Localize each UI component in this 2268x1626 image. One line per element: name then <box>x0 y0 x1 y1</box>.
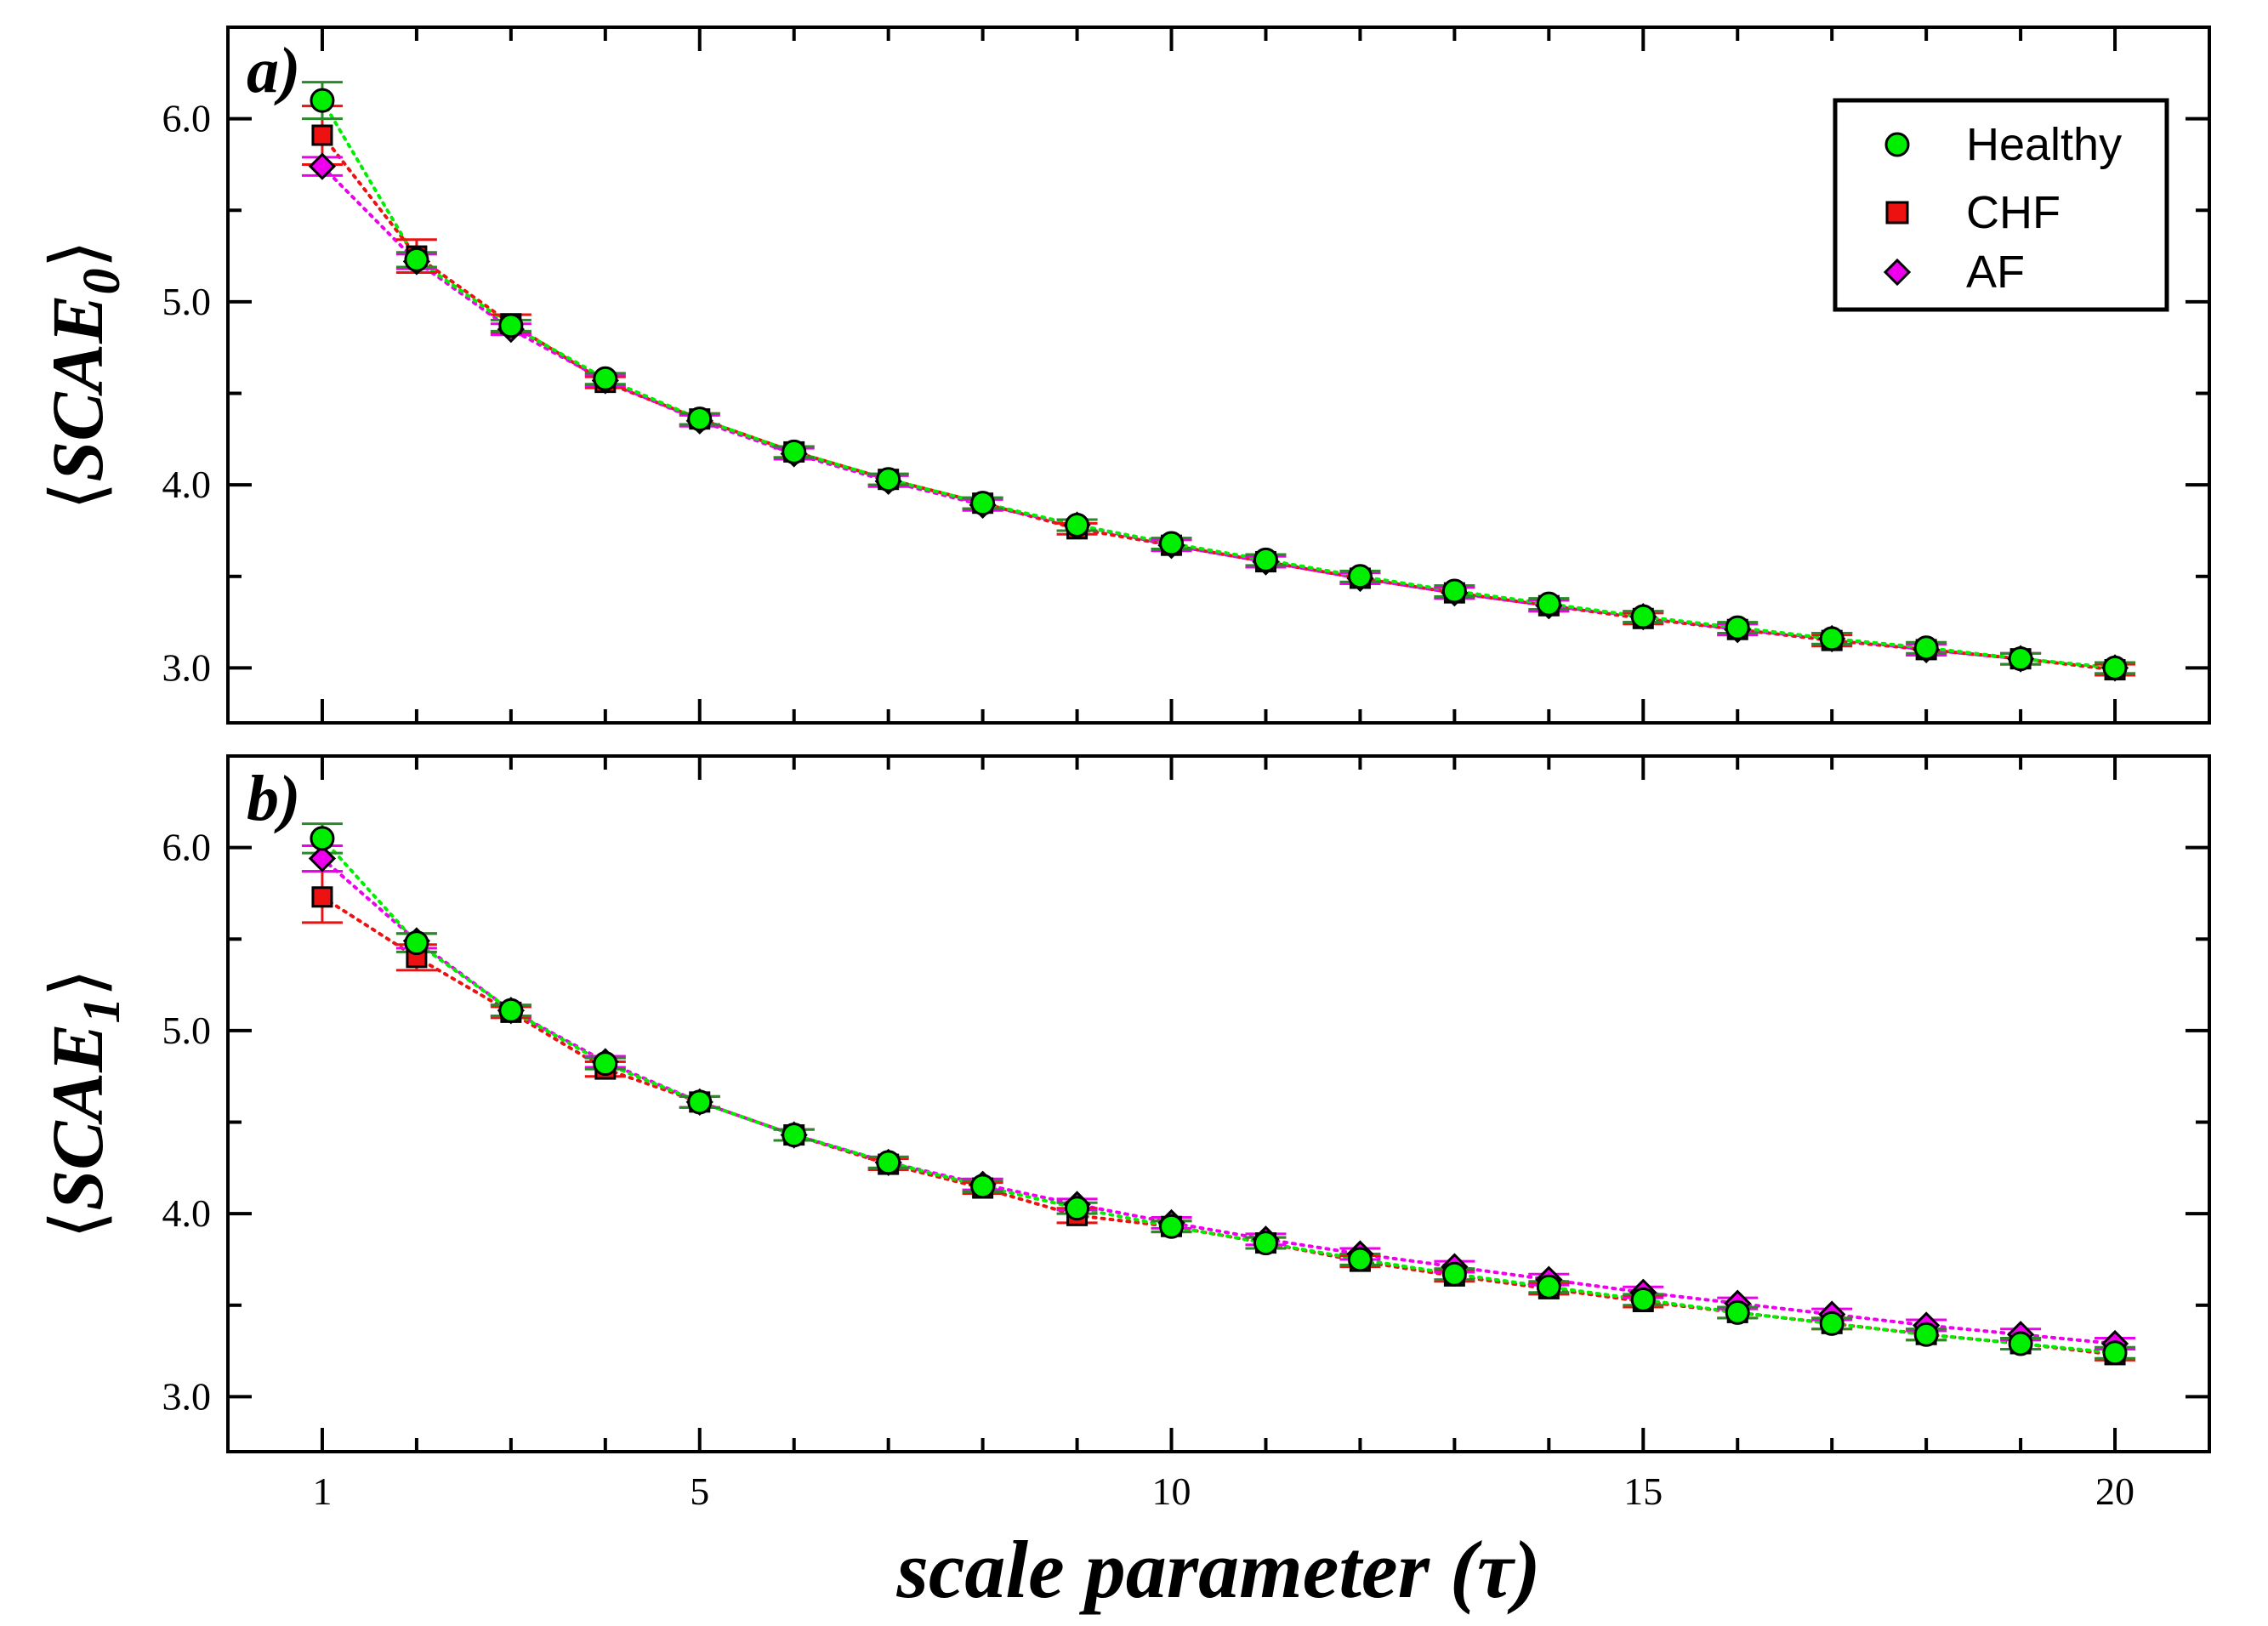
panel-a-healthy-point <box>876 467 901 492</box>
panel-a-healthy-point <box>593 366 618 391</box>
panel-b-chf-line <box>320 895 2117 1356</box>
panel-b-healthy-line <box>320 836 2117 1355</box>
panel-b-label: b) <box>247 763 300 834</box>
panel-a-healthy-point <box>404 247 429 272</box>
panel-b-healthy-point <box>404 930 429 956</box>
x-tick-label: 20 <box>2095 1470 2134 1513</box>
panel-a-healthy-point <box>2102 655 2128 680</box>
legend-healthy-marker <box>1884 132 1910 157</box>
x-tick-label: 1 <box>312 1470 332 1513</box>
panel-b-healthy-point <box>1253 1231 1278 1256</box>
panel-b-healthy-point <box>593 1051 618 1077</box>
panel-a-y-tick-label: 4.0 <box>162 463 212 506</box>
panel-a-healthy-point <box>1441 578 1467 604</box>
panel-a-healthy-point <box>970 491 996 516</box>
panel-b-healthy-point <box>1159 1214 1185 1239</box>
panel-a-healthy-point <box>687 406 713 432</box>
panel-a-ticks: 3.0 4.0 5.0 6.0 <box>162 26 2209 723</box>
panel-a-healthy-point <box>1725 615 1750 640</box>
panel-b-healthy-point <box>1819 1310 1845 1336</box>
panel-a-y-axis-main: SCAE <box>37 295 118 482</box>
panel-a-healthy-point <box>1159 531 1185 556</box>
panel-b-healthy-point <box>970 1174 996 1199</box>
panel-a-y-axis-label: ⟨SCAE0⟩ <box>37 240 131 510</box>
panel-b-healthy-point <box>498 998 524 1023</box>
x-tick-label: 10 <box>1152 1470 1191 1513</box>
panel-a-healthy-point <box>2008 646 2033 672</box>
panel-a-label: a) <box>247 35 300 106</box>
panel-b: 1 5 10 15 203.04.05.06.0 b) ⟨SCAE1⟩ <box>37 754 2211 1513</box>
panel-b-healthy-point <box>1441 1261 1467 1287</box>
panel-b-healthy-point <box>310 826 335 851</box>
panel-a-y-tick-label: 6.0 <box>162 97 212 140</box>
panel-b-y-axis-label: ⟨SCAE1⟩ <box>37 969 131 1239</box>
panel-a-af-point <box>308 152 337 180</box>
panel-b-af-line <box>320 856 2117 1345</box>
panel-b-healthy-point <box>1065 1196 1090 1221</box>
legend-chf-marker <box>1885 201 1909 225</box>
panel-b-healthy-point <box>876 1150 901 1175</box>
panel-b-healthy-point <box>687 1089 713 1115</box>
x-tick-label: 5 <box>690 1470 709 1513</box>
panel-a-y-axis-sub: 0 <box>73 269 131 295</box>
panel-b-ticks: 1 5 10 15 203.04.05.06.0 <box>162 754 2209 1513</box>
panel-b-plot-area <box>301 822 2136 1366</box>
panel-b-y-tick-label: 4.0 <box>162 1191 212 1235</box>
panel-b-healthy-point <box>1725 1299 1750 1325</box>
legend-healthy-label: Healthy <box>1966 119 2122 170</box>
panel-a-plot-area <box>301 81 2136 682</box>
panel-a-y-tick-label: 3.0 <box>162 645 212 689</box>
panel-a-y-tick-label: 5.0 <box>162 280 212 323</box>
legend-af-label: AF <box>1966 247 2025 298</box>
panel-a-healthy-point <box>1819 626 1845 651</box>
panel-a-healthy-point <box>1630 604 1656 629</box>
panel-a-healthy-point <box>1913 635 1939 661</box>
panel-b-healthy-point <box>1347 1247 1373 1272</box>
legend-chf-label: CHF <box>1966 187 2061 238</box>
panel-a-healthy-point <box>782 439 807 464</box>
panel-b-y-tick-label: 3.0 <box>162 1374 212 1418</box>
legend-item-af: AF <box>1883 247 2025 298</box>
legend-item-healthy: Healthy <box>1884 119 2122 170</box>
legend-item-chf: CHF <box>1885 187 2061 238</box>
panel-b-healthy-point <box>2008 1331 2033 1356</box>
panel-b-y-tick-label: 5.0 <box>162 1009 212 1052</box>
panel-a-chf-point <box>311 124 333 146</box>
panel-b-healthy-point <box>1630 1287 1656 1312</box>
panel-a-healthy-point <box>1253 547 1278 572</box>
panel-b-y-axis-main: SCAE <box>37 1024 118 1211</box>
panel-b-healthy-point <box>1913 1322 1939 1347</box>
x-axis-label: scale parameter (τ) <box>895 1524 1540 1615</box>
panel-b-af-point <box>308 844 337 873</box>
panel-b-healthy-point <box>2102 1340 2128 1366</box>
panel-b-healthy-point <box>1536 1274 1561 1299</box>
panel-b-frame <box>226 754 2211 1453</box>
panel-b-y-tick-label: 6.0 <box>162 826 212 869</box>
panel-a-healthy-point <box>1347 564 1373 589</box>
x-tick-label: 15 <box>1623 1470 1663 1513</box>
panel-b-chf-point <box>311 886 333 908</box>
legend: Healthy CHF AF <box>1833 98 2169 312</box>
panel-b-healthy-point <box>782 1123 807 1148</box>
legend-af-marker <box>1883 258 1912 287</box>
panel-a: 3.0 4.0 5.0 6.0 a) ⟨SCAE0⟩ Healthy CHF AF <box>37 26 2211 725</box>
panel-a-healthy-point <box>310 88 335 113</box>
panel-a-healthy-point <box>1536 591 1561 617</box>
panel-a-healthy-point <box>498 313 524 338</box>
panel-a-frame <box>226 26 2211 725</box>
panel-a-healthy-point <box>1065 513 1090 538</box>
panel-b-y-axis-sub: 1 <box>73 998 131 1024</box>
